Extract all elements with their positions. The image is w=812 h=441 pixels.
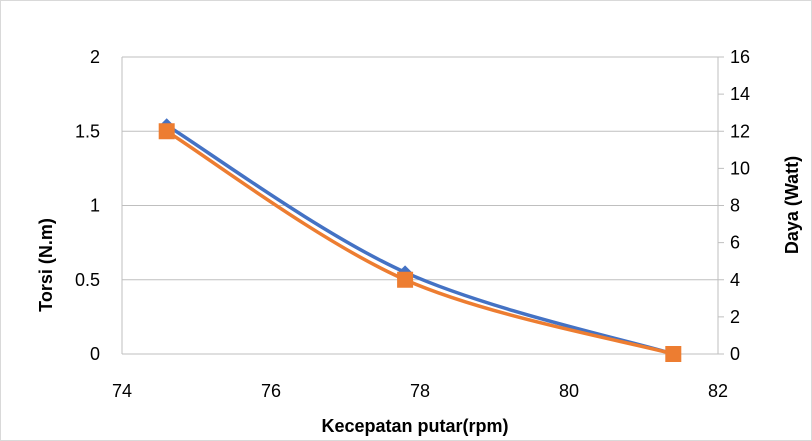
y-right-tick-label: 12 [730,121,750,141]
y-left-tick-label: 0.5 [75,270,100,290]
x-tick-label: 82 [708,381,728,401]
y-right-tick-label: 10 [730,158,750,178]
y-right-tick-label: 2 [730,307,740,327]
y-left-axis-title: Torsi (N.m) [36,218,56,312]
y-left-tick-label: 1.5 [75,121,100,141]
data-point-daya [397,271,414,288]
x-tick-label: 78 [410,381,430,401]
y-right-tick-label: 8 [730,196,740,216]
y-left-tick-label: 1 [90,196,100,216]
x-tick-labels: 74 76 78 80 82 [112,381,728,401]
y-right-tick-label: 14 [730,84,750,104]
y-right-tick-label: 4 [730,270,740,290]
x-tick-label: 80 [559,381,579,401]
y-right-tick-label: 6 [730,233,740,253]
y-left-tick-labels: 0 0.5 1 1.5 2 [75,47,100,364]
x-tick-label: 74 [112,381,132,401]
y-left-tick-label: 2 [90,47,100,67]
y-right-tick-label: 0 [730,344,740,364]
data-point-daya [158,123,175,140]
x-axis-title: Kecepatan putar(rpm) [321,416,508,436]
y-right-tick-labels: 0 2 4 6 8 10 12 14 16 [718,47,750,364]
y-right-axis-title: Daya (Watt) [782,156,802,254]
x-tick-label: 76 [261,381,281,401]
y-left-tick-label: 0 [90,344,100,364]
y-right-tick-label: 16 [730,47,750,67]
series-markers [158,118,682,362]
data-point-daya [665,346,682,362]
